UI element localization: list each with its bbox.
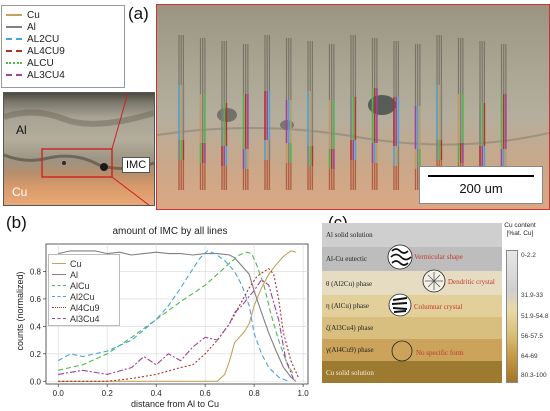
legend-label: Al3Cu4: [70, 313, 100, 324]
chart-legend-item: Al3Cu4: [52, 313, 100, 324]
legend-item-al2cu: AL2CU: [6, 33, 59, 45]
band-label: ζ(Al3Cu4) phase: [326, 324, 374, 332]
chart-legend-item: Cu: [52, 258, 82, 269]
colorbar-tick: 80.3-100: [521, 372, 547, 379]
y-axis-label: counts (normalized): [15, 271, 25, 351]
scale-bar: 200 um: [419, 166, 543, 204]
x-tick-label: 0.4: [151, 389, 163, 398]
scale-bar-line: [428, 175, 534, 177]
legend-swatch: [6, 74, 22, 76]
band-label: θ (Al2Cu) phase: [326, 280, 373, 288]
y-tick-label: 0.6: [30, 295, 42, 304]
panel-label-b: (b): [6, 213, 27, 232]
legend-label: Cu: [70, 258, 82, 269]
x-tick-label: 0.2: [102, 389, 114, 398]
band-label: Al-Cu eutectic: [326, 255, 368, 263]
y-tick-label: 0.0: [30, 377, 42, 386]
annot-vermicular: Vermicular shape: [414, 253, 463, 261]
legend-swatch: [52, 274, 66, 275]
band-al-solid: Al solid solution: [322, 223, 502, 247]
legend-label: Al4Cu9: [70, 302, 100, 313]
chart-legend-item: Al2Cu: [52, 291, 95, 302]
legend-label: AL2CU: [27, 33, 60, 45]
band-cu-solid: Cu solid solution: [322, 361, 502, 383]
y-tick-label: 0.4: [30, 322, 42, 331]
legend-swatch: [6, 38, 22, 40]
legend-swatch: [52, 307, 66, 308]
colorbar: [506, 250, 518, 383]
legend-item-al: Al: [6, 21, 36, 33]
legend-label: AL4CU9: [27, 45, 65, 57]
y-tick-label: 0.8: [30, 267, 42, 276]
chart-legend: Cu Al AlCu Al2Cu Al4Cu9 Al3Cu4: [48, 254, 120, 326]
legend-swatch: [6, 50, 22, 52]
micro-label-al: Al: [16, 123, 27, 137]
x-tick-label: 0.0: [53, 389, 65, 398]
band-label: Cu solid solution: [326, 369, 374, 377]
legend-swatch: [52, 296, 66, 297]
legend-swatch: [6, 62, 22, 64]
series-line-al3cu4: [58, 278, 294, 379]
colorbar-title-line: Cu content: [504, 222, 536, 229]
phase-schematic: Al solid solution Al-Cu eutectic θ (Al2C…: [322, 223, 502, 383]
legend-label: ALCU: [27, 57, 54, 69]
legend-label: Cu: [27, 9, 40, 21]
micro-label-imc: IMC: [122, 157, 151, 173]
series-line-cu: [58, 250, 296, 382]
colorbar-title: Cu content [%at. Cu]: [492, 222, 548, 238]
chart-title: amount of IMC by all lines: [112, 226, 228, 237]
legend-item-al4cu9: AL4CU9: [6, 45, 65, 57]
legend-swatch: [6, 14, 22, 16]
colorbar-tick: 31.9-33: [521, 292, 544, 299]
micrograph-overview: Al Cu IMC: [3, 92, 155, 206]
micro-label-cu: Cu: [12, 185, 28, 199]
x-axis-label: distance from Al to Cu: [130, 399, 220, 409]
legend-swatch: [52, 318, 66, 319]
legend-label: AL3CU4: [27, 69, 65, 81]
legend-item-alcu: ALCU: [6, 57, 54, 69]
x-tick-label: 0.6: [200, 389, 212, 398]
chart-legend-item: Al: [52, 269, 78, 280]
colorbar-title-line: [%at. Cu]: [506, 230, 534, 237]
band-label: η (AlCu) phase: [326, 302, 369, 310]
band-label: Al solid solution: [326, 231, 373, 239]
y-axis-label-wrap: counts (normalized): [10, 238, 25, 388]
band-zeta: ζ(Al3Cu4) phase: [322, 317, 502, 339]
annot-dendritic: Dendritic crystal: [448, 278, 495, 286]
panel-label-a: (a): [128, 4, 149, 23]
crystal-morphology-icons: [387, 244, 446, 362]
y-tick-label: 0.2: [30, 350, 42, 359]
legend-label: Al: [70, 269, 79, 280]
legend-panel-a: Cu Al AL2CU AL4CU9 ALCU AL3CU4: [1, 5, 125, 88]
scale-bar-label: 200 um: [459, 181, 503, 196]
band-theta: θ (Al2Cu) phase: [322, 271, 502, 295]
legend-label: Al: [27, 21, 36, 33]
chart-legend-item: Al4Cu9: [52, 302, 100, 313]
legend-label: AlCu: [70, 280, 90, 291]
no-form-icon: [391, 340, 413, 362]
band-label: γ(Al4Cu9) phase: [326, 346, 374, 354]
colorbar-tick: 51.9-54.8: [521, 313, 549, 320]
annot-no-specific: No specific form: [416, 349, 464, 357]
chart-legend-item: AlCu: [52, 280, 90, 291]
x-tick-label: 0.8: [249, 389, 261, 398]
legend-item-cu: Cu: [6, 9, 40, 21]
legend-swatch: [6, 26, 22, 28]
columnar-icon: [388, 293, 412, 317]
series-line-alcu: [58, 251, 294, 375]
legend-swatch: [52, 263, 66, 264]
band-eta: η (AlCu) phase: [322, 295, 502, 317]
annot-columnar: Columnar crystal: [414, 303, 463, 311]
legend-label: Al2Cu: [70, 291, 95, 302]
legend-swatch: [52, 285, 66, 286]
legend-item-al3cu4: AL3CU4: [6, 69, 65, 81]
series-line-al2cu: [57, 250, 289, 382]
series-line-al4cu9: [58, 268, 299, 382]
colorbar-tick: 64-69: [521, 353, 538, 360]
micrograph-zoom: 200 um: [156, 4, 550, 210]
colorbar-tick: 0-2.2: [521, 252, 536, 259]
colorbar-tick: 56-57.5: [521, 333, 544, 340]
x-tick-label: 1.0: [298, 389, 310, 398]
